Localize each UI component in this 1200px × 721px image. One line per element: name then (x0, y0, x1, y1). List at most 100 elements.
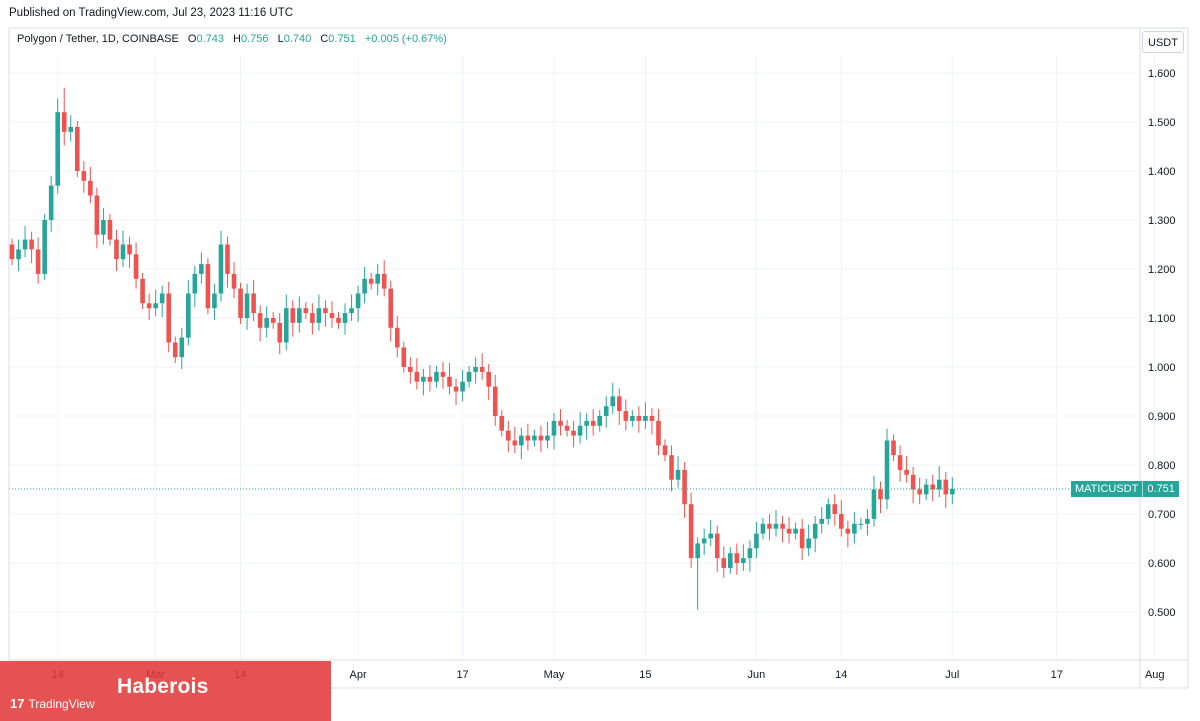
price-tick-label: 1.200 (1148, 264, 1176, 276)
candle-body (355, 293, 361, 309)
price-tick-label: 0.900 (1148, 411, 1176, 423)
candle-body (519, 435, 524, 446)
candle-body (636, 416, 642, 421)
candle-body (780, 523, 785, 529)
candle-body (695, 543, 700, 559)
candle-body (440, 371, 446, 377)
candle-body (839, 514, 844, 529)
candle-body (421, 376, 426, 382)
candle-body (414, 371, 420, 382)
candle-body (682, 469, 687, 505)
candle-body (127, 244, 132, 255)
candle-body (499, 416, 505, 431)
candle-body (427, 376, 433, 382)
candle-body (832, 504, 838, 514)
candle-body (270, 318, 276, 323)
candle-body (675, 469, 681, 480)
candle-body (153, 303, 158, 309)
high-label: H (233, 33, 241, 45)
candle-body (728, 553, 733, 568)
candle-body (61, 112, 67, 132)
candle-body (186, 293, 191, 338)
candle-body (786, 528, 792, 534)
candle-body (760, 523, 766, 534)
close-label: C (320, 33, 329, 45)
close-value: 0.751 (328, 33, 356, 45)
candle-body (336, 318, 341, 323)
candle-body (460, 381, 465, 392)
chart-grid (9, 55, 1156, 660)
candle-body (408, 367, 413, 372)
candle-body (303, 308, 309, 314)
candle-body (512, 440, 518, 446)
candle-body (101, 220, 106, 235)
candle-body (199, 264, 204, 274)
price-tick-label: 1.600 (1148, 68, 1176, 80)
low-value: 0.740 (283, 33, 312, 45)
candle-body (917, 489, 922, 495)
candle-body (81, 171, 87, 181)
candle-body (42, 220, 47, 274)
last-price-symbol: MATICUSDT (1075, 483, 1139, 495)
candle-body (545, 435, 550, 441)
candle-body (891, 440, 896, 456)
candle-body (225, 244, 230, 274)
candle-body (551, 420, 557, 436)
candle-body (172, 342, 178, 358)
tradingview-logo[interactable]: 17 TradingView (10, 696, 95, 711)
chart-frame (8, 27, 1189, 689)
published-note: Published on TradingView.com, Jul 23, 20… (9, 7, 294, 19)
candle-body (871, 489, 877, 519)
candle-body (532, 435, 537, 441)
candle-body (16, 249, 21, 260)
candle-body (88, 180, 93, 196)
candle-body (741, 558, 746, 563)
candle-body (55, 112, 61, 186)
candle-body (930, 484, 936, 490)
last-price-separator (1142, 481, 1144, 497)
candle-body (505, 430, 511, 441)
candle-body (910, 474, 916, 490)
symbol-title: Polygon / Tether, 1D, COINBASE (17, 33, 179, 45)
candle-body (884, 440, 890, 500)
candle-body (107, 220, 113, 240)
candle-body (714, 533, 720, 559)
candle-body (159, 293, 165, 304)
candle-body (218, 244, 224, 294)
candle-body (662, 445, 668, 456)
time-tick-label: 17 (456, 669, 468, 681)
candle-body (368, 278, 374, 284)
price-tick-label: 0.500 (1148, 607, 1176, 619)
time-tick-label: Apr (350, 669, 367, 681)
candle-body (754, 533, 759, 549)
candle-body (747, 548, 753, 559)
candle-body (297, 308, 302, 323)
price-tick-label: 1.400 (1148, 166, 1176, 178)
candle-body (323, 308, 328, 314)
candle-body (701, 538, 707, 544)
symbol-legend: Polygon / Tether, 1D, COINBASE O0.743 H0… (17, 33, 447, 45)
candle-body (375, 273, 380, 284)
candle-body (649, 416, 655, 421)
candle-body (590, 420, 596, 426)
candle-body (564, 425, 570, 431)
candle-body (936, 479, 942, 490)
price-tick-label: 0.600 (1148, 558, 1176, 570)
candlestick-series (9, 87, 1070, 610)
candle-body (721, 558, 727, 568)
low-label: L (277, 33, 284, 45)
price-tick-label: 0.700 (1148, 509, 1176, 521)
candle-body (251, 293, 256, 314)
time-tick-label: Aug (1145, 669, 1165, 681)
change-value: +0.005 (+0.67%) (364, 33, 447, 45)
time-tick-label: 15 (639, 669, 651, 681)
candle-body (114, 239, 119, 260)
tradingview-logo-icon: 17 (10, 696, 25, 711)
currency-button[interactable]: USDT (1142, 31, 1184, 53)
candle-body (597, 416, 602, 426)
time-tick-label: Jun (748, 669, 766, 681)
candle-body (845, 528, 851, 534)
candle-body (48, 185, 54, 220)
candle-body (904, 469, 909, 475)
